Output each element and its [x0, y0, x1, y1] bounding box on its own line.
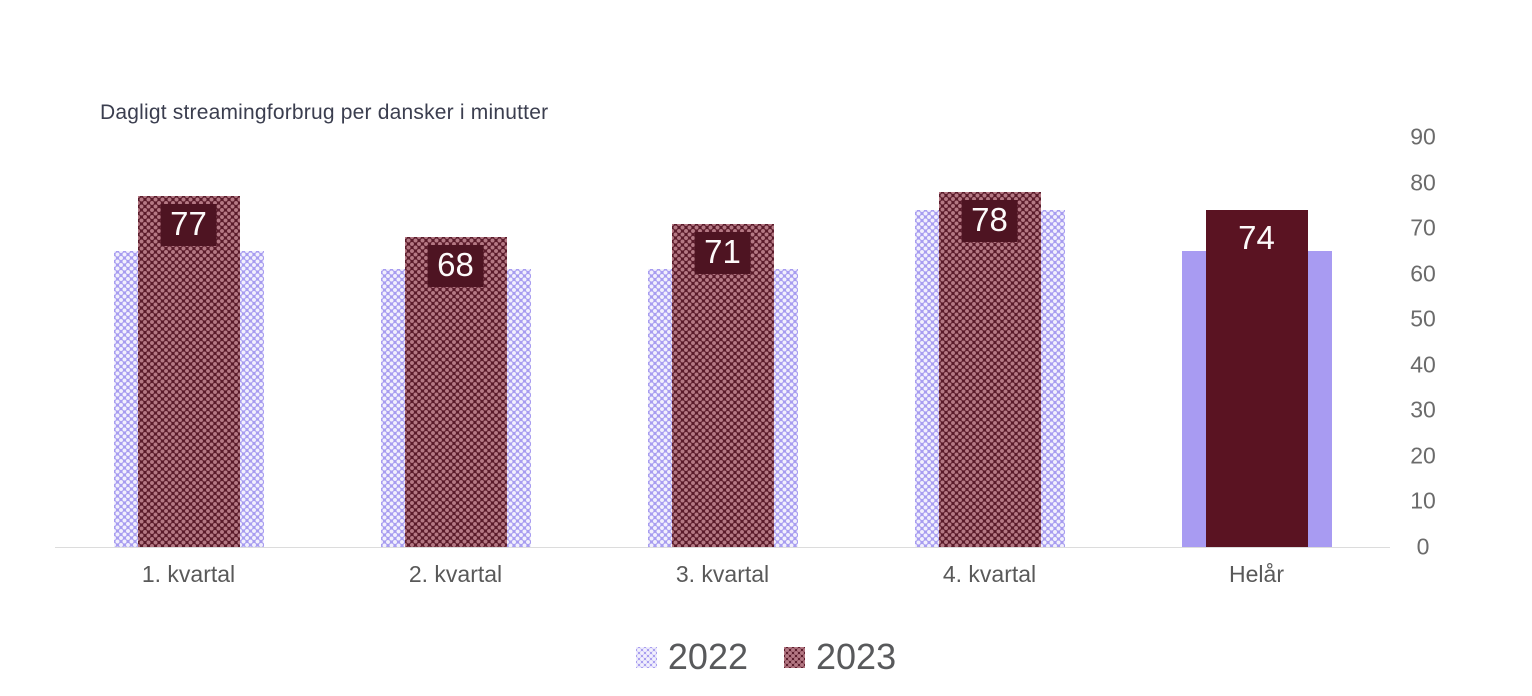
- bar-group-1: 77: [55, 137, 322, 547]
- bar-group-3: 71: [589, 137, 856, 547]
- x-axis-label-4: 4. kvartal: [942, 561, 1037, 587]
- y-tick-20: 20: [1410, 442, 1436, 469]
- legend-item-2023: 2023: [784, 639, 896, 675]
- bar-group-5: 74: [1123, 137, 1390, 547]
- y-tick-10: 10: [1410, 487, 1436, 514]
- bar-2023-1: 77: [137, 196, 240, 547]
- x-axis-label-2: 2. kvartal: [408, 561, 503, 587]
- bar-group-4: 78: [856, 137, 1123, 547]
- bar-2023-3: 71: [671, 224, 774, 547]
- plot-area: 77 68 71 78 74: [55, 137, 1390, 548]
- value-label-2023-2: 68: [427, 245, 484, 287]
- chart-title: Dagligt streamingforbrug per dansker i m…: [100, 101, 549, 124]
- x-axis-label-3: 3. kvartal: [675, 561, 770, 587]
- legend-swatch-2022-icon: [635, 646, 657, 668]
- legend-swatch-2023-icon: [784, 646, 805, 668]
- legend: 2022 2023: [0, 639, 1532, 675]
- bar-group-2: 68: [322, 137, 589, 547]
- y-tick-0: 0: [1416, 533, 1430, 560]
- value-label-2023-3: 71: [694, 232, 751, 274]
- x-axis-label-5: Helår: [1229, 561, 1284, 587]
- x-axis-label-1: 1. kvartal: [141, 561, 236, 587]
- y-tick-50: 50: [1410, 305, 1436, 332]
- legend-label-2022: 2022: [667, 636, 748, 677]
- y-tick-90: 90: [1410, 123, 1436, 150]
- value-label-2023-5: 74: [1238, 219, 1275, 256]
- value-label-2023-4: 78: [961, 200, 1018, 242]
- bar-2023-5: 74: [1205, 210, 1308, 547]
- legend-item-2022: 2022: [635, 636, 748, 677]
- bar-2023-2: 68: [404, 237, 507, 547]
- y-tick-30: 30: [1410, 396, 1436, 423]
- bar-2023-4: 78: [938, 192, 1041, 547]
- value-label-2023-1: 77: [160, 204, 217, 246]
- y-tick-40: 40: [1410, 351, 1436, 378]
- y-tick-80: 80: [1410, 169, 1436, 196]
- y-tick-70: 70: [1410, 214, 1436, 241]
- legend-label-2023: 2023: [816, 636, 897, 677]
- y-tick-60: 60: [1410, 260, 1436, 287]
